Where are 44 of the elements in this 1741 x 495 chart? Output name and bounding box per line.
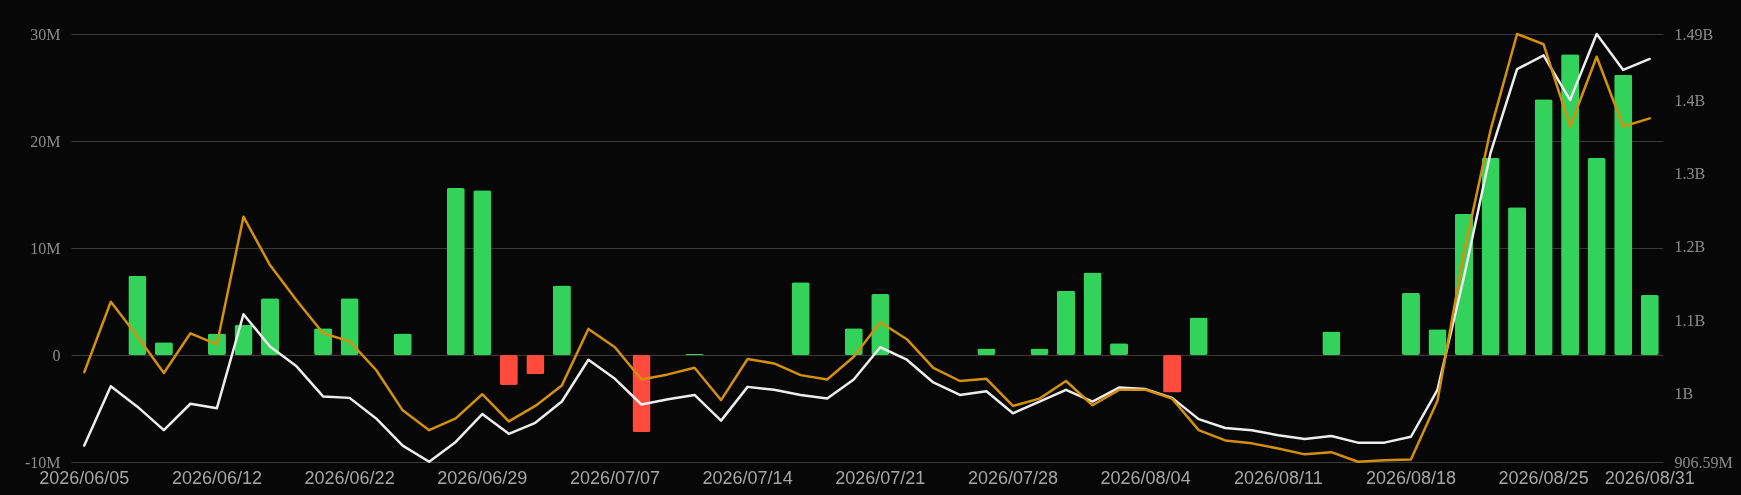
x-tick-label: 2026/06/29 [437,467,528,488]
bar [393,333,412,355]
bar [1508,207,1527,355]
x-tick-label: 2026/08/18 [1365,467,1456,488]
y2-tick-label: 1.3B [1674,164,1706,182]
y2-tick-label: 1.49B [1674,25,1714,43]
x-tick-label: 2026/07/21 [835,467,926,488]
y2-tick-label: 1B [1674,384,1694,402]
x-tick-label: 2026/07/14 [702,467,793,488]
bar [1640,295,1659,355]
bar [1428,329,1447,355]
bar [1587,158,1606,355]
bar [1056,290,1076,355]
bar [1083,272,1102,355]
bar [526,355,545,375]
y-tick-label: 10M [30,239,61,257]
bar [1614,74,1633,355]
bar [1189,317,1208,355]
bar [1322,331,1341,355]
x-tick-label: 2026/08/04 [1100,467,1191,488]
bar [260,298,280,355]
x-tick-label: 2026/06/22 [304,467,395,488]
bar [791,282,810,355]
y2-tick-label: 1.4B [1674,91,1706,109]
bar [1534,99,1553,355]
x-tick-label: 2026/07/07 [569,467,660,488]
x-tick-label: 2026/08/11 [1233,467,1323,488]
y-tick-label: 30M [30,25,61,43]
bar [446,188,465,355]
bar [552,285,571,355]
x-tick-label: 2026/06/12 [171,467,262,488]
x-tick-label: 2026/08/25 [1498,467,1589,488]
bar [1401,292,1420,355]
line-series [83,32,1651,463]
x-tick-label: 2026/07/28 [967,467,1058,488]
bar [473,190,492,355]
bar [1481,158,1500,355]
bar [499,355,518,385]
y2-tick-label: 1.2B [1674,238,1706,256]
bar [1163,355,1182,393]
y-tick-label: 0 [52,346,61,364]
bar [1561,54,1580,355]
y-tick-label: 20M [30,132,61,150]
y2-tick-label: 1.1B [1674,311,1706,329]
